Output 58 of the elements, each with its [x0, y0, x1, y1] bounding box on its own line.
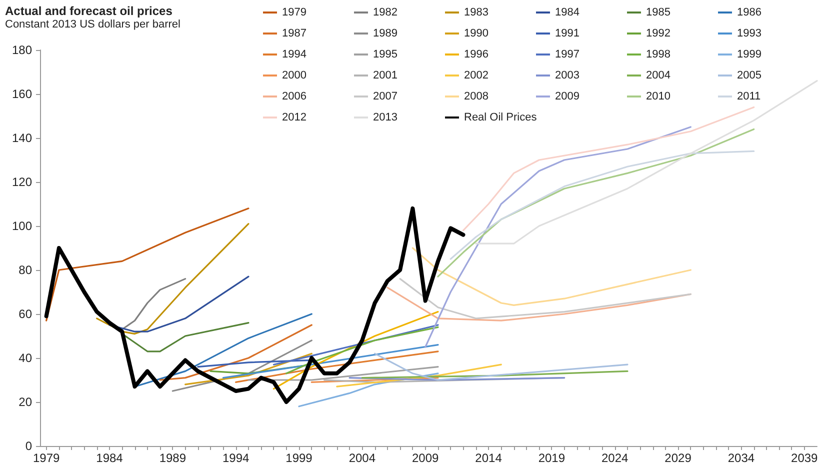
- x-tick-label: 2029: [664, 451, 692, 465]
- legend-label: 2001: [373, 70, 398, 82]
- legend-label: 2003: [555, 70, 580, 82]
- legend-label: 2006: [282, 90, 306, 102]
- x-tick-label: 2019: [538, 451, 566, 465]
- legend-label: 1987: [282, 28, 306, 40]
- legend-label: 1991: [555, 28, 580, 40]
- legend-label: 2013: [373, 112, 398, 124]
- legend-label: 1984: [555, 6, 580, 18]
- legend-label: 1994: [282, 48, 306, 60]
- legend-label: 1985: [646, 6, 670, 18]
- legend-label: 2008: [464, 90, 488, 102]
- legend-label: Real Oil Prices: [464, 112, 538, 124]
- legend-label: 1990: [464, 28, 488, 40]
- x-tick-label: 1999: [286, 451, 313, 465]
- chart-subtitle: Constant 2013 US dollars per barrel: [5, 18, 180, 30]
- legend-label: 2009: [555, 90, 580, 102]
- legend-label: 2010: [646, 90, 670, 102]
- legend-label: 2002: [464, 70, 488, 82]
- legend-label: 2011: [737, 90, 761, 102]
- legend-label: 1983: [464, 6, 488, 18]
- y-tick-label: 40: [18, 351, 32, 365]
- chart-title: Actual and forecast oil prices: [5, 4, 173, 18]
- x-tick-label: 2014: [475, 451, 502, 465]
- legend-label: 1979: [282, 6, 306, 18]
- y-tick-label: 120: [12, 175, 32, 189]
- y-tick-label: 60: [18, 307, 32, 321]
- x-tick-label: 2024: [602, 451, 629, 465]
- legend-label: 2004: [646, 70, 670, 82]
- legend-label: 1997: [555, 48, 580, 60]
- legend-label: 2007: [373, 90, 398, 102]
- x-tick-label: 1984: [96, 451, 124, 465]
- x-tick-label: 2009: [412, 451, 440, 465]
- y-tick-label: 140: [12, 131, 32, 145]
- legend-label: 1999: [737, 48, 762, 60]
- legend-label: 1996: [464, 48, 488, 60]
- x-tick-label: 2034: [728, 451, 755, 465]
- y-tick-label: 160: [12, 87, 32, 101]
- y-tick-label: 80: [18, 263, 32, 277]
- x-tick-label: 1989: [159, 451, 186, 465]
- y-tick-label: 20: [18, 395, 32, 409]
- legend-label: 2012: [282, 112, 306, 124]
- legend-label: 1986: [737, 6, 762, 18]
- legend-label: 1992: [646, 28, 670, 40]
- legend-label: 2005: [737, 70, 762, 82]
- legend-label: 1982: [373, 6, 398, 18]
- y-tick-label: 0: [25, 439, 32, 453]
- legend-label: 1993: [737, 28, 762, 40]
- legend-label: 1998: [646, 48, 670, 60]
- y-tick-label: 100: [12, 219, 32, 233]
- x-tick-label: 1979: [32, 451, 60, 465]
- legend-label: 1989: [373, 28, 398, 40]
- legend-label: 2000: [282, 70, 306, 82]
- x-tick-label: 2004: [348, 451, 376, 465]
- x-tick-label: 1994: [222, 451, 250, 465]
- y-tick-label: 180: [12, 43, 32, 57]
- legend-label: 1995: [373, 48, 398, 60]
- x-tick-label: 2039: [791, 451, 818, 465]
